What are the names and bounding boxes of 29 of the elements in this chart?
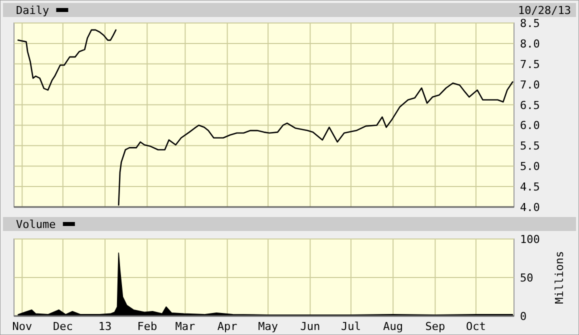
y-tick-label: 50 [520, 272, 534, 284]
x-tick-label: Jun [300, 320, 320, 333]
x-tick-label: Oct [466, 320, 486, 333]
x-tick-label: Dec [52, 320, 73, 333]
y-tick-label: 0 [520, 310, 527, 323]
y-axis-title: Millions [553, 251, 566, 304]
y-tick-label: 8.5 [520, 17, 540, 30]
y-tick-label: 7.0 [520, 78, 540, 92]
x-tick-label: Apr [217, 320, 238, 333]
y-tick-label: 8.0 [520, 37, 540, 50]
x-tick-label: Jul [341, 320, 361, 333]
y-tick-label: 7.5 [520, 58, 540, 71]
x-tick-label: 13 [98, 320, 112, 333]
x-tick-label: Aug [383, 320, 404, 333]
y-tick-label: 5.5 [520, 140, 540, 153]
x-tick-label: Nov [12, 320, 32, 333]
y-tick-label: 4.5 [520, 180, 540, 194]
x-tick-label: Sep [425, 320, 446, 333]
chart-title: Daily [16, 4, 50, 17]
y-tick-label: 4.0 [520, 201, 540, 214]
y-tick-label: 6.0 [520, 119, 540, 132]
y-tick-label: 5.0 [520, 160, 540, 174]
y-tick-label: 6.5 [520, 98, 540, 112]
chart-title: Volume [16, 218, 56, 231]
x-tick-label: Feb [137, 320, 158, 333]
x-tick-label: Mar [175, 320, 196, 333]
x-tick-label: May [258, 320, 278, 333]
y-tick-label: 100 [520, 233, 540, 246]
text: 10/28/13 [518, 4, 571, 17]
